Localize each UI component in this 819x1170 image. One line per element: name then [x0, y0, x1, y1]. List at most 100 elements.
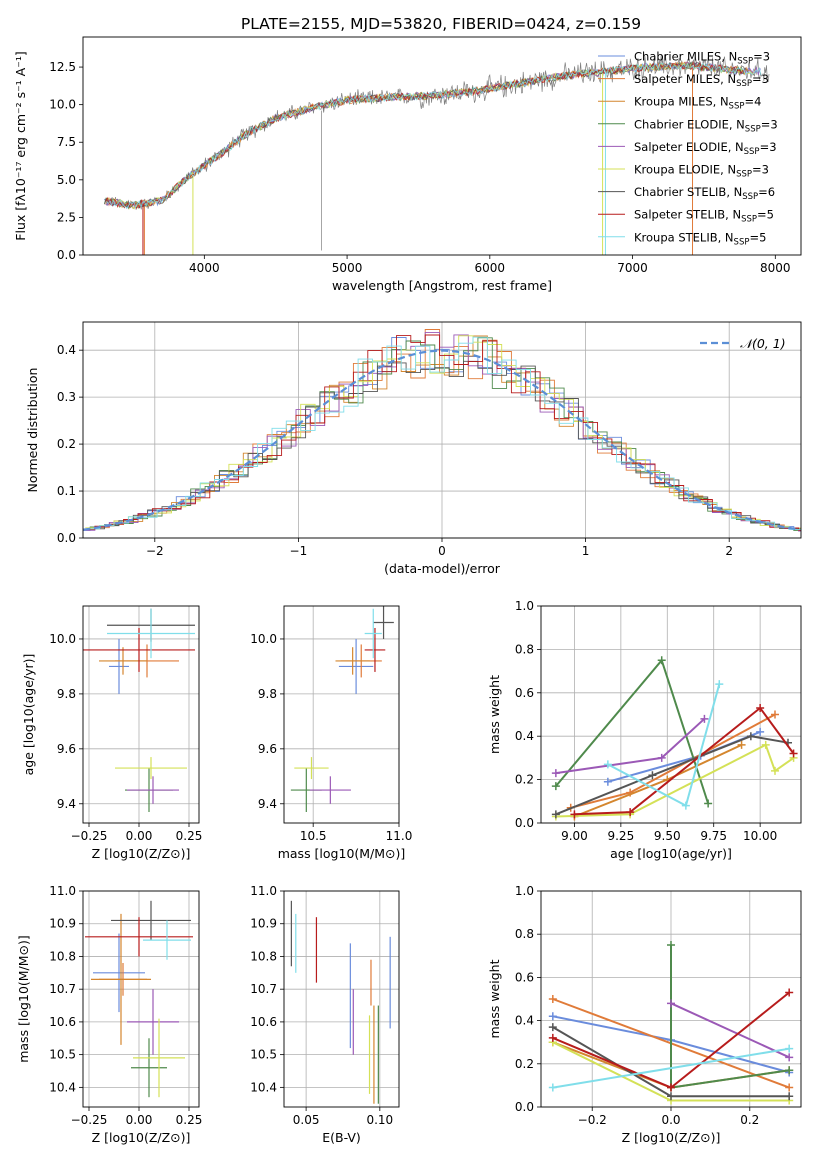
- mass-weight-marker: [667, 999, 675, 1008]
- mass-weight-marker: [648, 771, 657, 780]
- mass-weight-marker: [667, 941, 675, 949]
- legend-count: =3: [760, 140, 777, 154]
- histogram-step: [83, 360, 801, 530]
- normal-legend-label: 𝒩(0, 1): [740, 336, 786, 351]
- legend-label: Kroupa STELIB, NSSP=5: [634, 230, 766, 247]
- legend-label: Chabrier ELODIE, NSSP=3: [634, 117, 778, 134]
- y-tick-label: 9.4: [57, 797, 76, 811]
- y-tick-label: 10.6: [49, 1015, 76, 1029]
- y-tick-label: 1.0: [515, 884, 534, 898]
- x-axis-label: E(B-V): [322, 1130, 361, 1145]
- y-tick-label: 10.5: [49, 1048, 76, 1062]
- y-tick-label: 10.9: [250, 917, 277, 931]
- mass-weight-marker: [548, 1033, 557, 1042]
- legend-subscript: SSP: [734, 237, 750, 247]
- plot-area: [548, 941, 794, 1105]
- x-axis-label: Z [log10(Z/Z⊙)]: [92, 846, 191, 861]
- y-tick-label: 0.1: [57, 484, 76, 498]
- legend-count: =3: [761, 117, 778, 131]
- legend-count: =3: [752, 72, 769, 86]
- plot-area: [83, 608, 195, 813]
- chart-mass-vs-Z: −0.25 0.00 0.25 10.4 10.5 10.6 10.7 10.8 10.9 11.…: [16, 884, 202, 1145]
- mass-weight-marker: [657, 656, 666, 665]
- mass-weight-line: [570, 713, 776, 809]
- plot-area: [83, 329, 801, 532]
- legend-subscript: SSP: [745, 124, 761, 134]
- x-tick-label: 2: [725, 544, 733, 558]
- y-tick-label: 10.6: [250, 1015, 277, 1029]
- axes-frame: [82, 321, 802, 539]
- y-tick-label: 0.3: [57, 390, 76, 404]
- mass-weight-marker: [771, 710, 779, 719]
- x-tick-label: 0.00: [126, 829, 153, 843]
- y-tick-label: 5.0: [57, 173, 76, 187]
- x-tick-label: 0.05: [293, 1113, 320, 1127]
- x-tick-label: 0.25: [176, 1113, 203, 1127]
- chart-age-vs-mass: 10.5 11.0 9.4 9.6 9.8 10.0 mass [log10(M/M⊙)]: [250, 605, 413, 861]
- x-tick-label: 9.50: [654, 829, 681, 843]
- mass-weight-marker: [667, 1092, 675, 1101]
- x-tick-label: 4000: [189, 261, 220, 275]
- mass-weight-marker: [737, 740, 746, 749]
- chart-mass-weight-vs-age: 9.00 9.25 9.50 9.75 10.00 0.0 0.2 0.4 0.6 0.8 1.0 a…: [487, 599, 802, 861]
- y-tick-label: 11.0: [49, 884, 76, 898]
- legend-label: Chabrier MILES, NSSP=3: [634, 50, 770, 67]
- x-tick-label: 10.00: [743, 829, 777, 843]
- x-axis-label: wavelength [Angstrom, rest frame]: [332, 278, 552, 293]
- legend-count: =5: [749, 230, 766, 244]
- legend-label: Salpeter MILES, NSSP=3: [634, 72, 769, 89]
- y-tick-label: 10.8: [250, 949, 277, 963]
- legend-subscript: SSP: [736, 79, 752, 89]
- x-tick-label: 9.75: [700, 829, 727, 843]
- legend-label: Kroupa MILES, NSSP=4: [634, 95, 761, 112]
- y-tick-label: 10.4: [49, 1080, 76, 1094]
- mass-weight-marker: [626, 808, 635, 817]
- y-tick-label: 10.4: [250, 1080, 277, 1094]
- mass-weight-marker: [603, 777, 612, 786]
- figure-title: PLATE=2155, MJD=53820, FIBERID=0424, z=0…: [241, 15, 641, 33]
- y-axis-label: mass weight: [487, 675, 502, 754]
- legend-count: =6: [758, 185, 775, 199]
- chart-age-vs-Z: −0.25 0.00 0.25 9.4 9.6 9.8 10.0 Z [log10(Z/Z⊙)…: [21, 605, 203, 861]
- plot-layer: 4000 5000 6000 7000 80000.02.55.07.510.012.5…: [13, 36, 802, 1145]
- spectrum-model-line: [106, 61, 762, 209]
- x-tick-label: 0.0: [661, 1113, 680, 1127]
- plot-area: [104, 54, 770, 255]
- chart-spectrum: 4000 5000 6000 7000 8000 0.0 2.5 5.0 7.5 10.0 12.5…: [13, 36, 802, 293]
- y-tick-label: 0.0: [57, 531, 76, 545]
- mass-weight-line: [574, 743, 743, 818]
- x-tick-label: 0.2: [740, 1113, 759, 1127]
- mass-weight-marker: [785, 1092, 794, 1101]
- mass-weight-line: [574, 706, 795, 816]
- y-axis-label: age [log10(age/yr)]: [21, 654, 36, 776]
- mass-weight-line: [555, 743, 795, 818]
- y-tick-label: 0.8: [515, 642, 534, 656]
- y-tick-label: 0.2: [515, 1057, 534, 1071]
- axes-frame: [82, 36, 802, 256]
- x-tick-label: 0.25: [176, 829, 203, 843]
- mass-weight-marker: [785, 1053, 794, 1062]
- y-tick-label: 11.0: [250, 884, 277, 898]
- legend-label: Salpeter ELODIE, NSSP=3: [634, 140, 777, 157]
- plot-area: [290, 606, 394, 813]
- y-tick-label: 10.8: [49, 949, 76, 963]
- mass-weight-marker: [551, 810, 560, 819]
- mass-weight-marker: [761, 740, 770, 749]
- legend-label: Kroupa ELODIE, NSSP=3: [634, 163, 769, 180]
- y-tick-label: 1.0: [515, 599, 534, 613]
- legend-label: Chabrier STELIB, NSSP=6: [634, 185, 775, 202]
- x-tick-label: 11.0: [386, 829, 413, 843]
- y-tick-label: 10.5: [250, 1048, 277, 1062]
- y-tick-label: 9.6: [258, 742, 277, 756]
- legend-count: =4: [744, 95, 761, 109]
- y-tick-label: 10.9: [49, 917, 76, 931]
- mass-weight-marker: [756, 703, 765, 712]
- y-tick-label: 10.0: [49, 632, 76, 646]
- mass-weight-marker: [603, 760, 612, 769]
- mass-weight-marker: [548, 1083, 557, 1092]
- plot-area: [290, 900, 391, 1104]
- y-tick-label: 0.4: [515, 1014, 534, 1028]
- mass-weight-line: [670, 1002, 790, 1059]
- x-axis-label: age [log10(age/yr)]: [610, 846, 732, 861]
- y-tick-label: 9.6: [57, 742, 76, 756]
